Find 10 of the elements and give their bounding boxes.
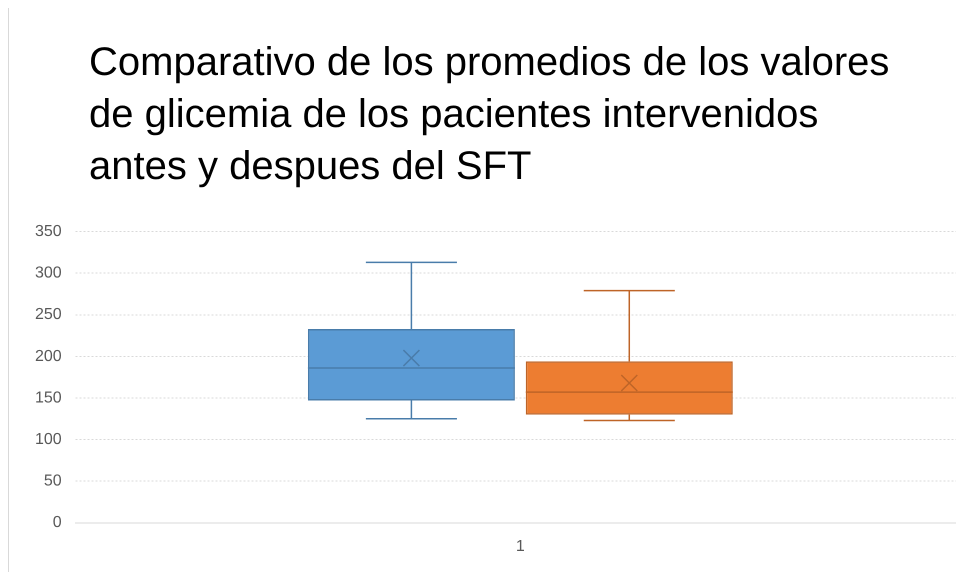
y-tick-label: 250 [34,306,62,324]
y-tick-label: 0 [52,514,62,532]
y-tick-label: 350 [34,223,62,240]
y-tick-label: 300 [34,264,62,282]
chart-title: Comparativo de los promedios de los valores de glicemia de los pacientes intervenidos antes y despues del SFT [89,39,890,190]
y-tick-label: 200 [34,348,62,365]
x-tick-label: 1 [516,538,525,555]
y-tick-label: 50 [44,472,62,490]
y-tick-label: 100 [34,431,62,448]
y-tick-label: 150 [34,389,62,406]
